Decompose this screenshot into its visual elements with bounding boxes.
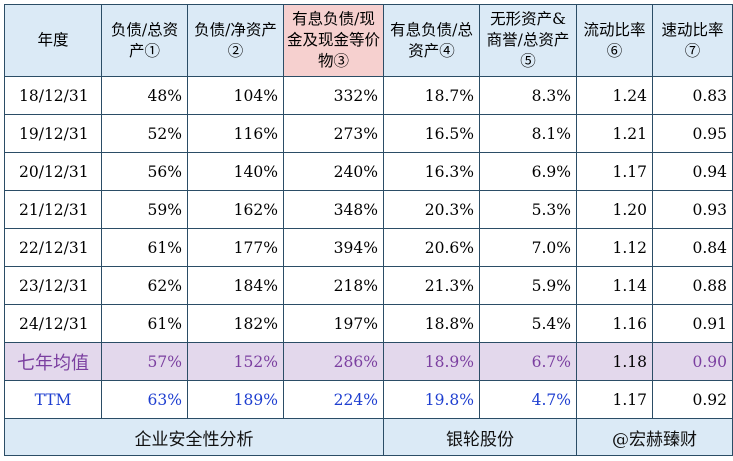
cell-c4: 18.8% (383, 304, 480, 343)
header-quick-ratio: 速动比率⑦ (652, 4, 733, 77)
cell-c7: 0.95 (652, 114, 733, 153)
cell-c2: 184% (187, 266, 284, 305)
ttm-c2: 189% (187, 380, 284, 419)
average-c3: 286% (283, 342, 384, 381)
table-row: 20/12/31 56% 140% 240% 16.3% 6.9% 1.17 0… (4, 152, 733, 191)
header-current-ratio: 流动比率⑥ (576, 4, 653, 77)
cell-c3: 348% (283, 190, 384, 229)
cell-c3: 273% (283, 114, 384, 153)
safety-analysis-table: 年度 负债/总资产① 负债/净资产② 有息负债/现金及现金等价物③ 有息负债/总… (4, 4, 733, 456)
year-cell: 20/12/31 (4, 152, 102, 191)
cell-c6: 1.21 (576, 114, 653, 153)
cell-c7: 0.94 (652, 152, 733, 191)
cell-c2: 140% (187, 152, 284, 191)
cell-c6: 1.14 (576, 266, 653, 305)
average-c1: 57% (101, 342, 188, 381)
average-c4: 18.9% (383, 342, 480, 381)
header-debt-to-assets: 负债/总资产① (101, 4, 188, 77)
cell-c1: 48% (101, 76, 188, 115)
cell-c7: 0.91 (652, 304, 733, 343)
footer-title: 企业安全性分析 (4, 418, 384, 456)
cell-c4: 16.3% (383, 152, 480, 191)
cell-c5: 5.3% (479, 190, 577, 229)
header-interest-debt-to-assets: 有息负债/总资产④ (383, 4, 480, 77)
ttm-label: TTM (4, 380, 102, 419)
cell-c3: 394% (283, 228, 384, 267)
cell-c4: 20.3% (383, 190, 480, 229)
cell-c3: 197% (283, 304, 384, 343)
cell-c5: 8.1% (479, 114, 577, 153)
table-row: 24/12/31 61% 182% 197% 18.8% 5.4% 1.16 0… (4, 304, 733, 343)
cell-c4: 16.5% (383, 114, 480, 153)
cell-c6: 1.17 (576, 152, 653, 191)
cell-c1: 62% (101, 266, 188, 305)
cell-c1: 61% (101, 304, 188, 343)
cell-c2: 104% (187, 76, 284, 115)
year-cell: 18/12/31 (4, 76, 102, 115)
cell-c1: 52% (101, 114, 188, 153)
table-row: 21/12/31 59% 162% 348% 20.3% 5.3% 1.20 0… (4, 190, 733, 229)
cell-c6: 1.20 (576, 190, 653, 229)
cell-c3: 332% (283, 76, 384, 115)
cell-c6: 1.24 (576, 76, 653, 115)
cell-c5: 5.4% (479, 304, 577, 343)
ttm-c7: 0.92 (652, 380, 733, 419)
year-cell: 22/12/31 (4, 228, 102, 267)
year-cell: 23/12/31 (4, 266, 102, 305)
header-row: 年度 负债/总资产① 负债/净资产② 有息负债/现金及现金等价物③ 有息负债/总… (4, 4, 733, 77)
average-c6: 1.18 (576, 342, 653, 381)
cell-c5: 7.0% (479, 228, 577, 267)
cell-c4: 21.3% (383, 266, 480, 305)
header-intangibles-to-assets: 无形资产&商誉/总资产⑤ (479, 4, 577, 77)
table-wrapper: 年度 负债/总资产① 负债/净资产② 有息负债/现金及现金等价物③ 有息负债/总… (4, 4, 733, 456)
average-row: 七年均值 57% 152% 286% 18.9% 6.7% 1.18 0.90 (4, 342, 733, 381)
footer-row: 企业安全性分析 银轮股份 @宏赫臻财 (4, 418, 733, 456)
cell-c7: 0.83 (652, 76, 733, 115)
cell-c5: 6.9% (479, 152, 577, 191)
footer-company: 银轮股份 (383, 418, 577, 456)
cell-c7: 0.88 (652, 266, 733, 305)
cell-c2: 182% (187, 304, 284, 343)
cell-c5: 5.9% (479, 266, 577, 305)
average-label: 七年均值 (4, 342, 102, 381)
table-row: 18/12/31 48% 104% 332% 18.7% 8.3% 1.24 0… (4, 76, 733, 115)
ttm-c5: 4.7% (479, 380, 577, 419)
ttm-c1: 63% (101, 380, 188, 419)
footer-author: @宏赫臻财 (576, 418, 733, 456)
year-cell: 24/12/31 (4, 304, 102, 343)
cell-c7: 0.84 (652, 228, 733, 267)
average-c5: 6.7% (479, 342, 577, 381)
cell-c2: 177% (187, 228, 284, 267)
table-row: 23/12/31 62% 184% 218% 21.3% 5.9% 1.14 0… (4, 266, 733, 305)
cell-c1: 56% (101, 152, 188, 191)
table-row: 22/12/31 61% 177% 394% 20.6% 7.0% 1.12 0… (4, 228, 733, 267)
ttm-c6: 1.17 (576, 380, 653, 419)
header-year: 年度 (4, 4, 102, 77)
cell-c5: 8.3% (479, 76, 577, 115)
average-c2: 152% (187, 342, 284, 381)
cell-c2: 162% (187, 190, 284, 229)
cell-c7: 0.93 (652, 190, 733, 229)
cell-c4: 20.6% (383, 228, 480, 267)
cell-c1: 61% (101, 228, 188, 267)
cell-c6: 1.16 (576, 304, 653, 343)
cell-c4: 18.7% (383, 76, 480, 115)
cell-c1: 59% (101, 190, 188, 229)
cell-c6: 1.12 (576, 228, 653, 267)
year-cell: 21/12/31 (4, 190, 102, 229)
average-c7: 0.90 (652, 342, 733, 381)
cell-c2: 116% (187, 114, 284, 153)
ttm-c4: 19.8% (383, 380, 480, 419)
ttm-row: TTM 63% 189% 224% 19.8% 4.7% 1.17 0.92 (4, 380, 733, 419)
year-cell: 19/12/31 (4, 114, 102, 153)
cell-c3: 240% (283, 152, 384, 191)
header-interest-debt-to-cash: 有息负债/现金及现金等价物③ (283, 4, 384, 77)
table-row: 19/12/31 52% 116% 273% 16.5% 8.1% 1.21 0… (4, 114, 733, 153)
ttm-c3: 224% (283, 380, 384, 419)
header-debt-to-equity: 负债/净资产② (187, 4, 284, 77)
cell-c3: 218% (283, 266, 384, 305)
